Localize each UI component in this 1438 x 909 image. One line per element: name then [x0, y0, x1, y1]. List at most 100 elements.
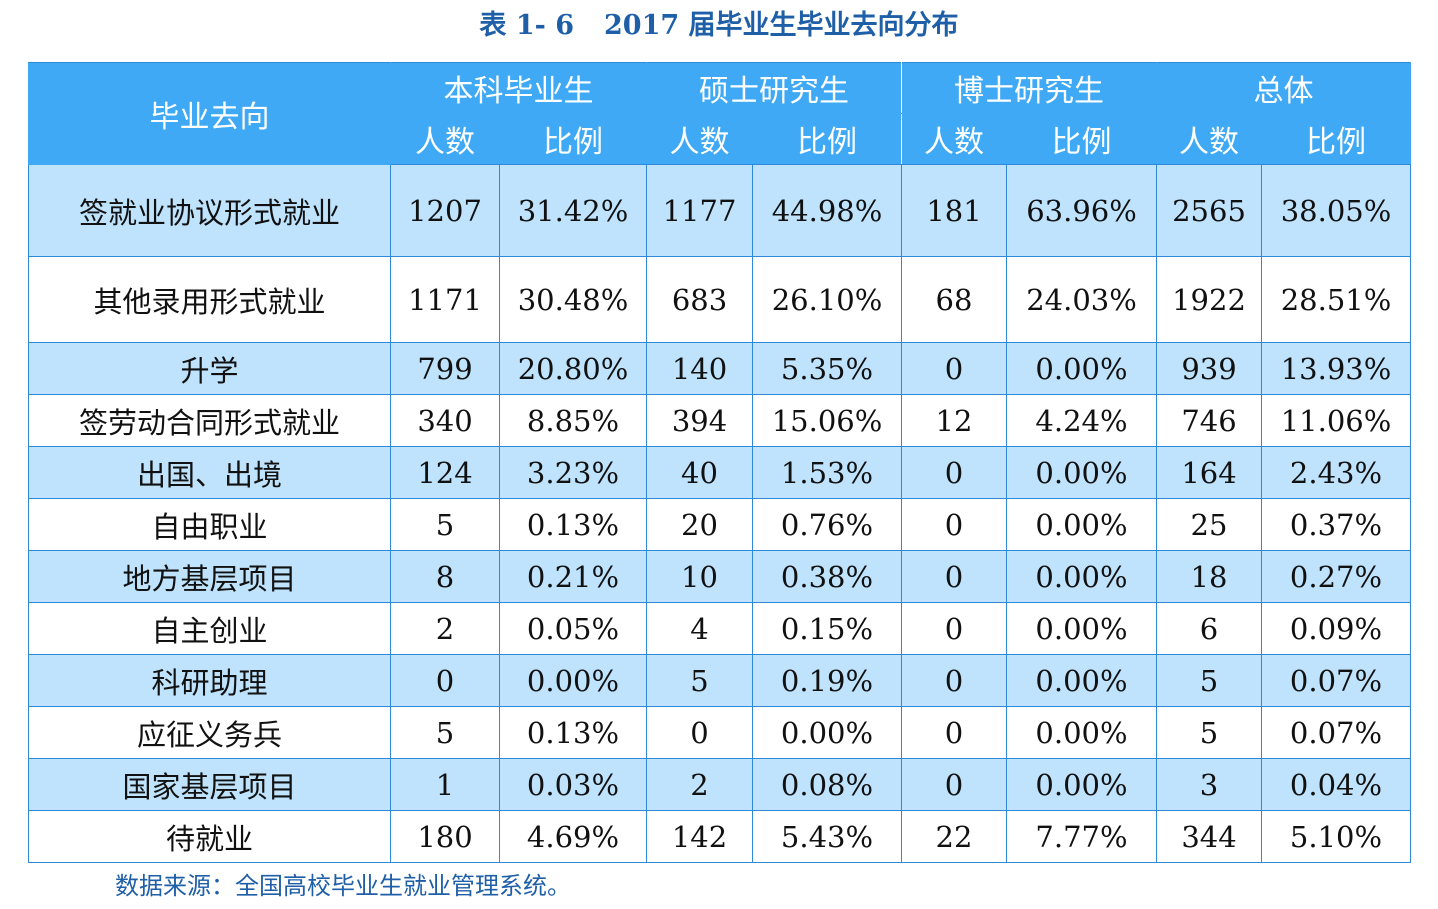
cell-total-count: 939	[1156, 342, 1262, 395]
header-ratio: 比例	[752, 113, 902, 165]
table-row: 科研助理 0 0.00% 5 0.19% 0 0.00% 5 0.07%	[28, 654, 1411, 707]
cell-total-ratio: 5.10%	[1261, 810, 1411, 863]
header-count: 人数	[646, 113, 753, 165]
cell-doctor-count: 0	[901, 654, 1007, 707]
cell-undergrad-count: 799	[390, 342, 500, 395]
cell-doctor-ratio: 0.00%	[1006, 498, 1157, 551]
header-row-groups: 毕业去向 本科毕业生 硕士研究生 博士研究生 总体	[28, 62, 1411, 165]
cell-master-ratio: 0.38%	[752, 550, 902, 603]
header-count: 人数	[390, 113, 500, 165]
cell-master-ratio: 0.00%	[752, 706, 902, 759]
cell-doctor-ratio: 4.24%	[1006, 394, 1157, 447]
cell-doctor-ratio: 0.00%	[1006, 550, 1157, 603]
table-row: 国家基层项目 1 0.03% 2 0.08% 0 0.00% 3 0.04%	[28, 758, 1411, 811]
cell-total-count: 18	[1156, 550, 1262, 603]
cell-master-ratio: 0.76%	[752, 498, 902, 551]
cell-undergrad-count: 1171	[390, 256, 500, 343]
table-caption: 表 1- 6 2017 届毕业生毕业去向分布	[0, 6, 1438, 46]
cell-master-ratio: 44.98%	[752, 164, 902, 257]
cell-destination: 其他录用形式就业	[28, 256, 391, 343]
cell-destination: 科研助理	[28, 654, 391, 707]
cell-undergrad-count: 1207	[390, 164, 500, 257]
cell-master-ratio: 15.06%	[752, 394, 902, 447]
cell-total-ratio: 13.93%	[1261, 342, 1411, 395]
cell-destination: 签劳动合同形式就业	[28, 394, 391, 447]
cell-doctor-count: 0	[901, 602, 1007, 655]
cell-total-ratio: 28.51%	[1261, 256, 1411, 343]
destination-table: 毕业去向 本科毕业生 硕士研究生 博士研究生 总体 人数 比例 人数 比例 人数…	[28, 62, 1411, 863]
cell-doctor-ratio: 7.77%	[1006, 810, 1157, 863]
cell-total-ratio: 0.09%	[1261, 602, 1411, 655]
cell-destination: 待就业	[28, 810, 391, 863]
cell-undergrad-count: 340	[390, 394, 500, 447]
cell-undergrad-ratio: 3.23%	[499, 446, 647, 499]
cell-destination: 应征义务兵	[28, 706, 391, 759]
cell-doctor-count: 0	[901, 550, 1007, 603]
cell-doctor-count: 0	[901, 342, 1007, 395]
table-row: 签劳动合同形式就业 340 8.85% 394 15.06% 12 4.24% 746 11.0…	[28, 394, 1411, 447]
cell-total-ratio: 0.27%	[1261, 550, 1411, 603]
cell-doctor-count: 0	[901, 706, 1007, 759]
cell-total-count: 5	[1156, 654, 1262, 707]
cell-undergrad-count: 2	[390, 602, 500, 655]
cell-destination: 地方基层项目	[28, 550, 391, 603]
cell-total-count: 164	[1156, 446, 1262, 499]
cell-undergrad-count: 124	[390, 446, 500, 499]
header-row-metrics: 人数 比例 人数 比例 人数 比例 人数 比例	[29, 113, 1411, 165]
table-row: 签就业协议形式就业 1207 31.42% 1177 44.98% 181 63.96% 25…	[28, 164, 1411, 257]
table-row: 地方基层项目 8 0.21% 10 0.38% 0 0.00% 18 0.27%	[28, 550, 1411, 603]
table-row: 自主创业 2 0.05% 4 0.15% 0 0.00% 6 0.09%	[28, 602, 1411, 655]
cell-total-count: 1922	[1156, 256, 1262, 343]
cell-doctor-count: 0	[901, 498, 1007, 551]
table-title: 2017 届毕业生毕业去向分布	[604, 10, 959, 41]
cell-total-count: 5	[1156, 706, 1262, 759]
cell-undergrad-count: 1	[390, 758, 500, 811]
cell-undergrad-ratio: 4.69%	[499, 810, 647, 863]
table-body: 签就业协议形式就业 1207 31.42% 1177 44.98% 181 63.96% 25…	[28, 164, 1411, 863]
cell-doctor-count: 0	[901, 446, 1007, 499]
cell-destination: 出国、出境	[28, 446, 391, 499]
header-group-master: 硕士研究生	[646, 62, 902, 114]
cell-doctor-ratio: 0.00%	[1006, 342, 1157, 395]
cell-total-ratio: 0.07%	[1261, 706, 1411, 759]
cell-master-count: 20	[646, 498, 753, 551]
cell-doctor-ratio: 0.00%	[1006, 446, 1157, 499]
cell-master-count: 4	[646, 602, 753, 655]
table-row: 其他录用形式就业 1171 30.48% 683 26.10% 68 24.03% 1922 2…	[28, 256, 1411, 343]
cell-total-ratio: 11.06%	[1261, 394, 1411, 447]
cell-master-count: 10	[646, 550, 753, 603]
cell-destination: 签就业协议形式就业	[28, 164, 391, 257]
header-ratio: 比例	[499, 113, 647, 165]
cell-total-count: 6	[1156, 602, 1262, 655]
cell-doctor-ratio: 63.96%	[1006, 164, 1157, 257]
cell-doctor-ratio: 0.00%	[1006, 654, 1157, 707]
header-count: 人数	[901, 113, 1007, 165]
cell-master-count: 394	[646, 394, 753, 447]
cell-master-count: 2	[646, 758, 753, 811]
cell-total-count: 746	[1156, 394, 1262, 447]
table-row: 待就业 180 4.69% 142 5.43% 22 7.77% 344 5.10%	[28, 810, 1411, 863]
cell-total-ratio: 2.43%	[1261, 446, 1411, 499]
cell-total-ratio: 0.04%	[1261, 758, 1411, 811]
cell-total-count: 2565	[1156, 164, 1262, 257]
cell-doctor-count: 181	[901, 164, 1007, 257]
cell-master-ratio: 26.10%	[752, 256, 902, 343]
header-ratio: 比例	[1006, 113, 1157, 165]
table-row: 升学 799 20.80% 140 5.35% 0 0.00% 939 13.93%	[28, 342, 1411, 395]
cell-undergrad-ratio: 20.80%	[499, 342, 647, 395]
cell-doctor-count: 12	[901, 394, 1007, 447]
cell-undergrad-ratio: 0.21%	[499, 550, 647, 603]
cell-doctor-count: 0	[901, 758, 1007, 811]
cell-undergrad-count: 5	[390, 498, 500, 551]
cell-undergrad-ratio: 31.42%	[499, 164, 647, 257]
cell-doctor-count: 22	[901, 810, 1007, 863]
header-count: 人数	[1156, 113, 1262, 165]
cell-doctor-count: 68	[901, 256, 1007, 343]
header-ratio: 比例	[1261, 113, 1411, 165]
table-row: 自由职业 5 0.13% 20 0.76% 0 0.00% 25 0.37%	[28, 498, 1411, 551]
header-destination: 毕业去向	[28, 62, 391, 165]
cell-master-count: 1177	[646, 164, 753, 257]
table-row: 应征义务兵 5 0.13% 0 0.00% 0 0.00% 5 0.07%	[28, 706, 1411, 759]
cell-doctor-ratio: 0.00%	[1006, 602, 1157, 655]
cell-undergrad-ratio: 8.85%	[499, 394, 647, 447]
